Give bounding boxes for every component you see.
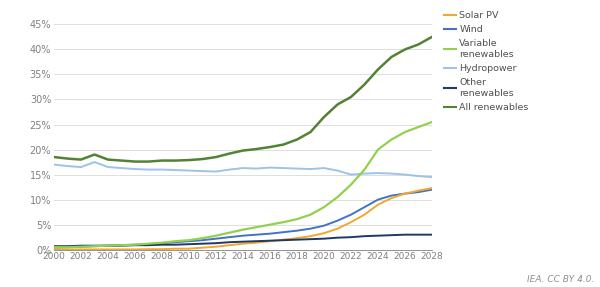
Text: IEA. CC BY 4.0.: IEA. CC BY 4.0. — [527, 275, 594, 284]
Legend: Solar PV, Wind, Variable
renewables, Hydropower, Other
renewables, All renewable: Solar PV, Wind, Variable renewables, Hyd… — [440, 7, 533, 116]
